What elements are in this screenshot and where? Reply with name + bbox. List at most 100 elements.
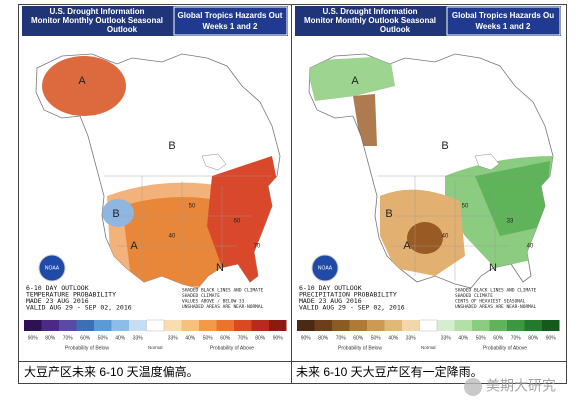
- caption: 大豆产区未来 6-10 天温度偏高。: [24, 364, 199, 379]
- legend-tick: 90%: [28, 335, 39, 341]
- legend-tick: 33%: [133, 335, 144, 341]
- header-title: U.S. Drought Information: [49, 7, 144, 16]
- legend-tick: 90%: [273, 335, 284, 341]
- map-label: B: [112, 208, 119, 220]
- outlook-text: PRECIPITATION PROBABILITY: [299, 291, 397, 299]
- legend-below: Probability of Below: [65, 345, 109, 351]
- shaded-region: [42, 56, 126, 116]
- outlook-text: MADE 23 AUG 2016: [299, 297, 362, 305]
- noaa-logo-text: NOAA: [318, 265, 333, 271]
- legend-tick: 50%: [476, 335, 487, 341]
- legend-normal: [419, 319, 438, 332]
- legend-swatch: [24, 320, 42, 331]
- border-lines: [377, 175, 545, 281]
- legend-normal-label: Normal: [148, 345, 163, 350]
- legend-swatch: [234, 320, 252, 331]
- legend-swatch: [454, 320, 472, 331]
- map-label: B: [441, 140, 448, 152]
- legend-tick: 70%: [63, 335, 74, 341]
- map-label: A: [351, 75, 359, 87]
- legend-normal: [146, 319, 165, 332]
- map-label: 50: [462, 204, 469, 210]
- legend-below: Probability of Below: [338, 345, 382, 351]
- map-label: 40: [527, 244, 534, 250]
- map-label: A: [403, 240, 411, 252]
- map-label: 60: [234, 219, 241, 225]
- legend-tick: 50%: [98, 335, 109, 341]
- outlook-text: TEMPERATURE PROBABILITY: [26, 291, 116, 299]
- legend-swatch: [216, 320, 234, 331]
- outlook-text: VALID AUG 29 - SEP 02, 2016: [299, 304, 405, 312]
- map-label: 70: [254, 244, 261, 250]
- noaa-logo: [311, 254, 339, 282]
- legend-swatch: [507, 320, 525, 331]
- legend-tick: 70%: [511, 335, 522, 341]
- legend-tick: 80%: [255, 335, 266, 341]
- caption: 未来 6-10 天大豆产区有一定降雨。: [296, 364, 483, 379]
- legend-tick: 50%: [371, 335, 382, 341]
- outlook-text: MADE 23 AUG 2016: [26, 297, 89, 305]
- legend-tick: 33%: [406, 335, 417, 341]
- shaded-region: [407, 222, 443, 254]
- legend-swatch: [297, 320, 315, 331]
- border-lines: [104, 175, 272, 281]
- header-right-box: [173, 6, 288, 36]
- legend-swatch: [269, 320, 287, 331]
- legend-tick: 90%: [546, 335, 557, 341]
- map-label: A: [130, 240, 138, 252]
- header-right-sub: Weeks 1 and 2: [476, 22, 532, 31]
- legend-tick: 40%: [185, 335, 196, 341]
- outlook-text: VALID AUG 29 - SEP 02, 2016: [26, 304, 132, 312]
- header-right-box: [446, 6, 561, 36]
- shaded-region: [102, 199, 134, 227]
- map-label: N: [216, 262, 224, 274]
- legend-tick: 60%: [80, 335, 91, 341]
- header-right-title: Global Tropics Hazards Out: [178, 11, 283, 20]
- header-title: U.S. Drought Information: [322, 7, 417, 16]
- legend-above: Probability of Above: [210, 345, 254, 351]
- legend-normal-label: Normal: [421, 345, 436, 350]
- legend-tick: 80%: [318, 335, 329, 341]
- legend-tick: 40%: [115, 335, 126, 341]
- header-links: Monitor Monthly Outlook Seasonal: [304, 16, 436, 25]
- legend-tick: 50%: [203, 335, 214, 341]
- note-text: CENTS OF HEAVIEST SEASONAL: [455, 299, 526, 305]
- legend-swatch: [94, 320, 112, 331]
- legend-swatch: [181, 320, 199, 331]
- legend-tick: 60%: [353, 335, 364, 341]
- shaded-region: [475, 161, 550, 236]
- legend-swatch: [314, 320, 332, 331]
- lakes: [474, 153, 500, 171]
- legend-tick: 80%: [528, 335, 539, 341]
- legend-swatch: [332, 320, 350, 331]
- legend-swatch: [349, 320, 367, 331]
- legend-swatch: [76, 320, 94, 331]
- note-text: SHADED CLIMATE: [455, 293, 493, 299]
- table-border: [18, 4, 567, 384]
- legend-tick: 70%: [336, 335, 347, 341]
- legend-swatch: [402, 320, 420, 331]
- map-label: 50: [189, 204, 196, 210]
- watermark-icon: [464, 378, 482, 396]
- map-shading: [309, 56, 553, 276]
- legend-tick: 60%: [493, 335, 504, 341]
- legend-tick: 40%: [458, 335, 469, 341]
- header-links: Outlook: [380, 25, 411, 34]
- header-links: Monitor Monthly Outlook Seasonal: [31, 16, 163, 25]
- legend-swatch: [41, 320, 59, 331]
- legend-tick: 33%: [168, 335, 179, 341]
- note-text: SHADED BLACK LINES AND CLIMATE: [182, 288, 264, 294]
- legend-swatch: [384, 320, 402, 331]
- note-text: UNSHADED AREAS ARE NEAR-NORMAL: [455, 304, 537, 310]
- map-label: N: [489, 262, 497, 274]
- legend-swatch: [111, 320, 129, 331]
- legend-swatch: [542, 320, 560, 331]
- header-right-sub: Weeks 1 and 2: [203, 22, 259, 31]
- legend-tick: 40%: [388, 335, 399, 341]
- lakes: [201, 153, 227, 171]
- legend-swatch: [524, 320, 542, 331]
- note-text: UNSHADED AREAS ARE NEAR-NORMAL: [182, 304, 264, 310]
